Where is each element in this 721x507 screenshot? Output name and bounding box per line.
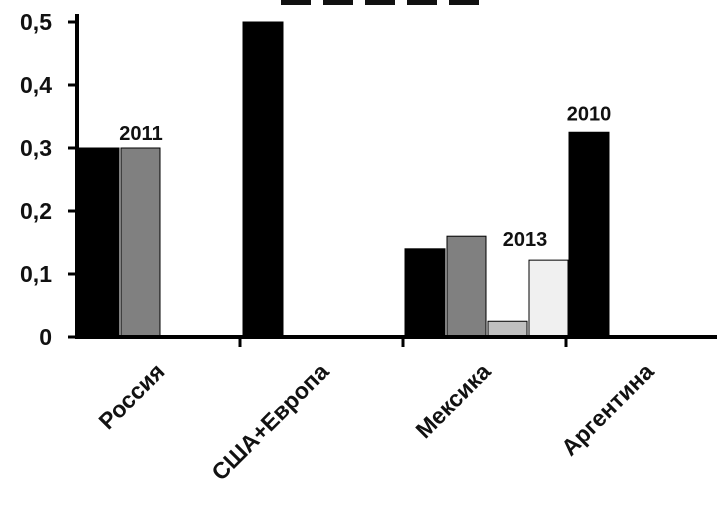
bar-2 xyxy=(120,147,161,338)
y-tick-label: 0,5 xyxy=(20,9,52,35)
bar-annotation: 2010 xyxy=(567,103,612,125)
y-tick-label: 0 xyxy=(39,324,52,350)
bar-1 xyxy=(78,147,120,338)
category-label: Мексика xyxy=(410,358,495,443)
bars-group xyxy=(78,21,610,338)
bar-4 xyxy=(404,248,446,338)
legend-swatch xyxy=(323,0,353,5)
legend-swatch xyxy=(407,0,437,5)
legend-swatch xyxy=(365,0,395,5)
category-label: США+Европа xyxy=(206,358,333,485)
bar-annotation: 2011 xyxy=(119,123,162,145)
bar-8 xyxy=(568,131,610,338)
y-tick-label: 0,1 xyxy=(20,261,52,287)
y-tick-label: 0,4 xyxy=(20,72,52,98)
bar-6 xyxy=(487,320,528,338)
axes-group xyxy=(75,14,717,347)
bar-annotation: 2013 xyxy=(503,229,548,251)
bar-3 xyxy=(242,21,284,338)
bar-5 xyxy=(446,235,487,338)
y-tick-label: 0,3 xyxy=(20,135,52,161)
y-ticks-group: 0 0,1 0,2 0,3 0,4 0,5 xyxy=(20,9,77,350)
category-label: Россия xyxy=(93,358,169,434)
bar-7 xyxy=(528,259,569,338)
legend-swatch xyxy=(449,0,479,5)
legend-fragment xyxy=(281,0,479,5)
category-label: Аргентина xyxy=(556,358,659,461)
y-tick-label: 0,2 xyxy=(20,198,52,224)
legend-swatch xyxy=(281,0,311,5)
category-labels-group: Россия США+Европа Мексика Аргентина xyxy=(93,358,658,485)
